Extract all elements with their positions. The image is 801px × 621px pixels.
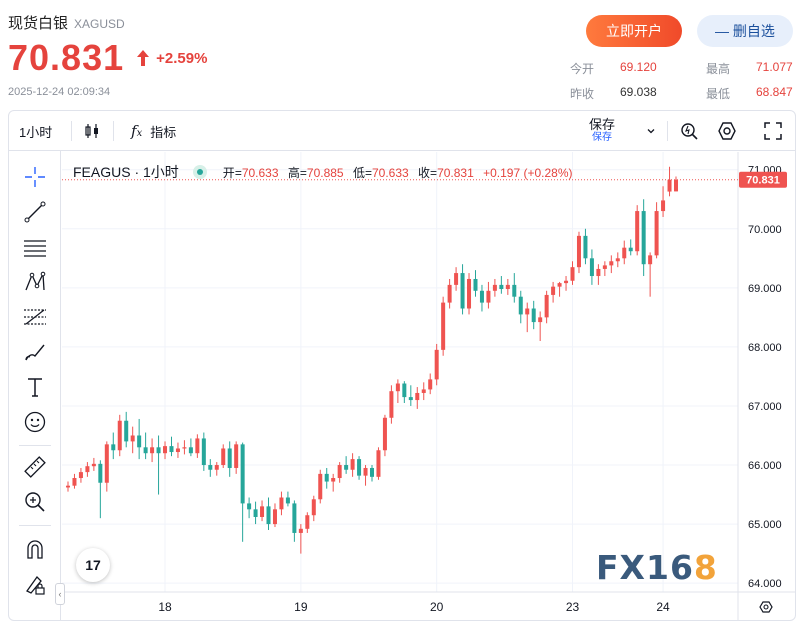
save-label: 保存: [589, 117, 616, 132]
fib-icon[interactable]: [21, 303, 49, 331]
legend-low: 70.633: [371, 165, 409, 180]
drawing-toolbar: [9, 151, 61, 620]
stat-high: 最高 71.077: [706, 60, 793, 76]
instrument-code: XAGUSD: [74, 17, 125, 31]
indicators-button[interactable]: fx 指标: [131, 111, 176, 151]
settings-icon[interactable]: [717, 111, 737, 151]
interval-button[interactable]: 1小时: [19, 124, 53, 140]
save-button[interactable]: 保存 保存: [589, 117, 615, 144]
lock-draw-icon[interactable]: [21, 571, 49, 599]
save-sublabel: 保存: [592, 132, 612, 143]
stat-prev-close: 昨收 69.038: [570, 85, 657, 101]
instrument-name: 现货白银: [8, 15, 69, 32]
legend-high: 70.885: [306, 165, 344, 180]
change-percent: +2.59%: [156, 49, 208, 67]
open-account-button[interactable]: 立即开户: [586, 15, 682, 47]
indicators-label: 指标: [150, 124, 177, 140]
stat-low: 最低 68.847: [706, 85, 793, 101]
legend-low-label: 低: [352, 165, 365, 180]
stat-open: 今开 69.120: [570, 60, 657, 76]
current-price: 70.831: [8, 37, 125, 78]
toolbar-divider: [113, 121, 114, 141]
emoji-icon[interactable]: [21, 408, 49, 436]
trend-line-icon[interactable]: [21, 198, 49, 226]
zoom-in-icon[interactable]: [21, 488, 49, 516]
collapse-toolbar-button[interactable]: ‹: [55, 583, 65, 605]
horizontal-lines-icon[interactable]: [21, 233, 49, 261]
quick-search-icon[interactable]: [679, 111, 699, 151]
chart-toolbar: 1小时 fx 指标 保存 保存: [9, 111, 795, 151]
brush-icon[interactable]: [21, 338, 49, 366]
remove-favorite-button[interactable]: — 删自选: [697, 15, 793, 47]
title-row: 现货白银 XAGUSD: [8, 12, 125, 33]
legend-close: 70.831: [437, 165, 474, 180]
fx168-watermark: FX168: [596, 548, 718, 587]
legend-close-label: 收: [418, 165, 431, 180]
chart-widget: 1小时 fx 指标 保存 保存: [8, 110, 796, 621]
tradingview-logo[interactable]: 17: [76, 548, 110, 582]
timestamp: 2025-12-24 02:09:34: [8, 86, 111, 98]
toolbar-divider: [667, 121, 668, 141]
legend-open: 70.633: [241, 165, 279, 180]
magnet-icon[interactable]: [21, 535, 49, 563]
text-icon[interactable]: [21, 373, 49, 401]
legend-high-label: 高: [287, 165, 300, 180]
price-row: 70.831 +2.59%: [8, 38, 207, 78]
fullscreen-icon[interactable]: [764, 111, 782, 151]
legend-change-pct: (+0.28%): [523, 165, 573, 180]
tools-divider: [19, 445, 51, 446]
legend-symbol: FEAGUS · 1小时: [73, 164, 179, 180]
tools-divider: [19, 525, 51, 526]
arrow-up-icon: [136, 49, 150, 67]
legend-ohlc: 开=70.633 高=70.885 低=70.633 收=70.831 +0.1…: [222, 165, 573, 180]
ruler-icon[interactable]: [21, 453, 49, 481]
chevron-down-icon[interactable]: [646, 111, 656, 151]
toolbar-divider: [71, 121, 72, 141]
chart-legend: FEAGUS · 1小时 开=70.633 高=70.885 低=70.633 …: [73, 162, 573, 182]
candle-type-icon[interactable]: [83, 111, 101, 151]
legend-change: +0.197: [483, 165, 521, 180]
legend-open-label: 开: [222, 165, 235, 180]
quote-header: 现货白银 XAGUSD 70.831 +2.59% 2025-12-24 02:…: [0, 0, 801, 108]
pattern-icon[interactable]: [21, 268, 49, 296]
fx-icon: fx: [131, 122, 143, 140]
crosshair-icon[interactable]: [21, 163, 49, 191]
market-status-icon: [192, 165, 207, 179]
